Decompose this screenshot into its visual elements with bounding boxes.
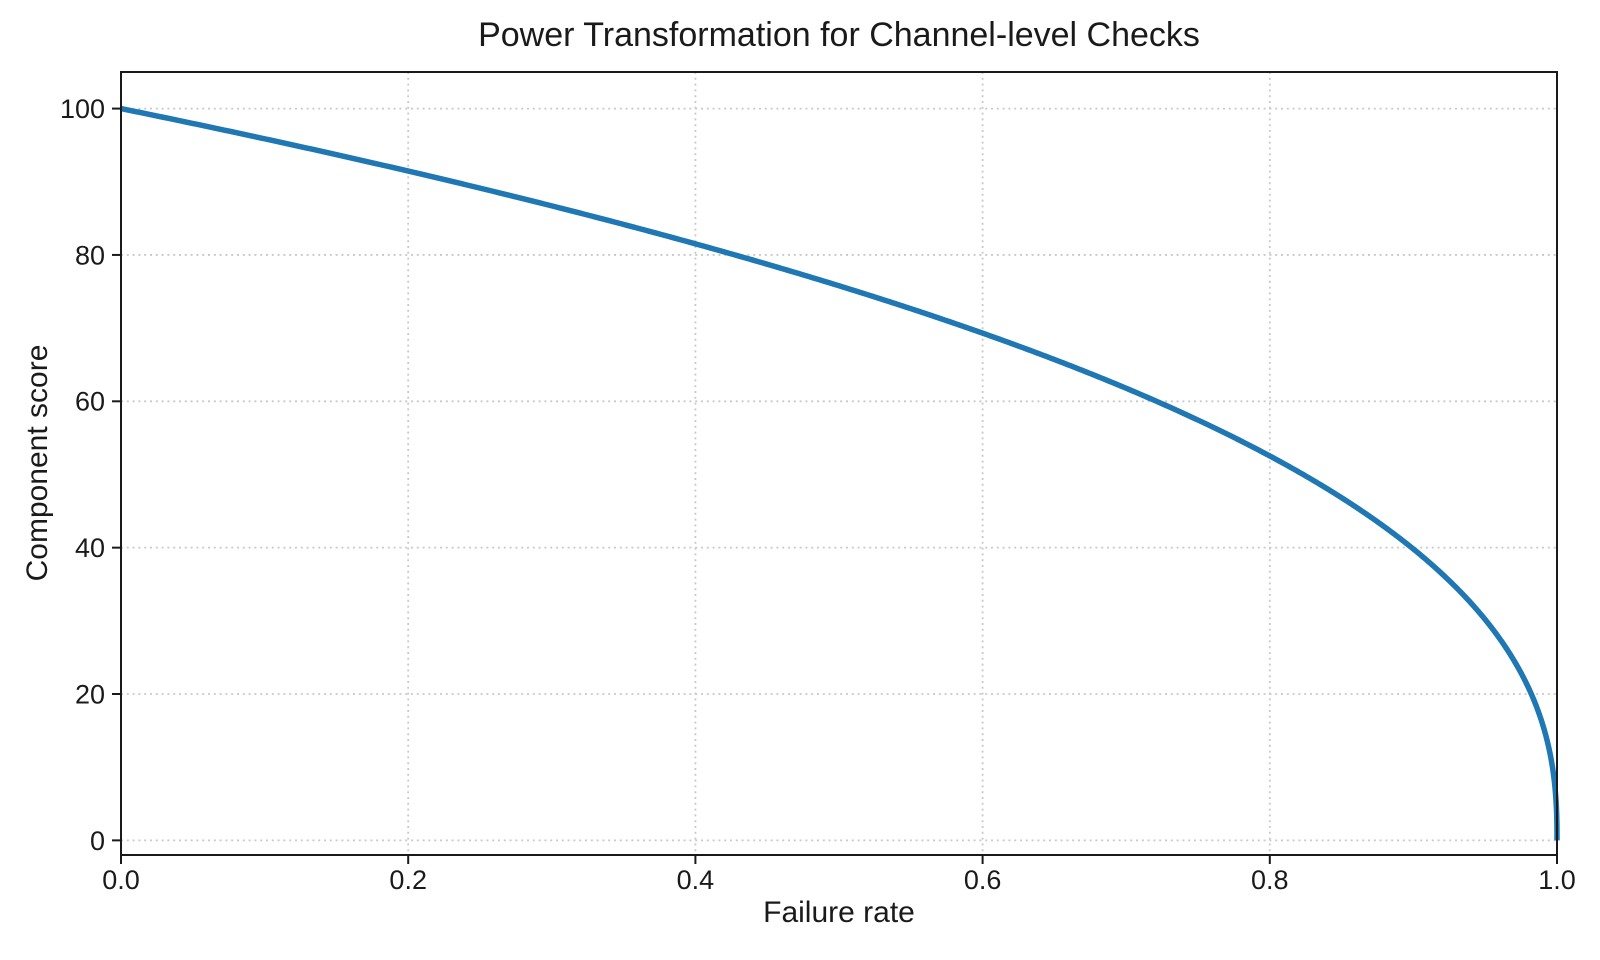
y-tick-label-0: 0 — [90, 826, 105, 856]
y-tick-label-40: 40 — [75, 533, 105, 563]
x-tick-label-0.4: 0.4 — [677, 865, 715, 895]
y-axis-label: Component score — [21, 344, 54, 582]
y-tick-label-80: 80 — [75, 240, 105, 270]
y-tick-label-100: 100 — [60, 94, 105, 124]
plot-border — [120, 71, 1558, 856]
y-tick-label-60: 60 — [75, 387, 105, 417]
y-tick-label-20: 20 — [75, 679, 105, 709]
x-axis-label: Failure rate — [763, 896, 915, 929]
chart-title: Power Transformation for Channel-level C… — [478, 16, 1200, 54]
x-tick-label-0.6: 0.6 — [964, 865, 1002, 895]
x-tick-label-0.2: 0.2 — [389, 865, 427, 895]
curve-power-transform-curve — [120, 105, 1560, 841]
x-tick-label-0.0: 0.0 — [102, 865, 140, 895]
x-tick-label-1.0: 1.0 — [1538, 865, 1576, 895]
x-tick-label-0.8: 0.8 — [1251, 865, 1289, 895]
